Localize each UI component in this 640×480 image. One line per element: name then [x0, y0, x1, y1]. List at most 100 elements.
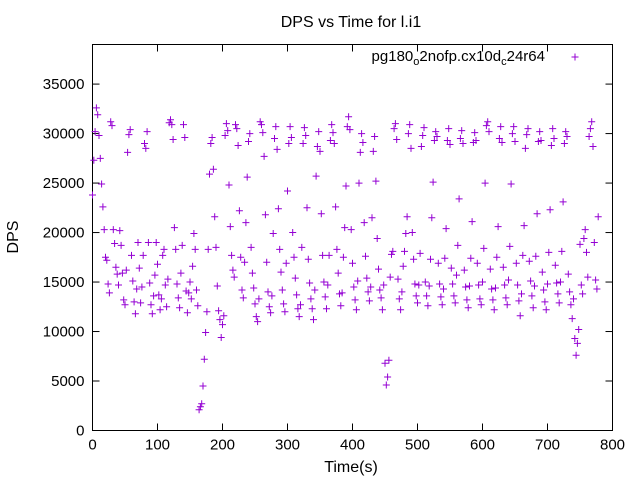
data-point [375, 265, 382, 273]
data-point [156, 306, 164, 314]
y-tick-label: 0 [76, 423, 84, 440]
data-point [436, 280, 444, 288]
data-point [386, 273, 394, 281]
data-point [278, 286, 286, 294]
data-point [169, 136, 177, 144]
data-point [312, 172, 320, 180]
data-point [395, 295, 403, 303]
data-point [346, 126, 354, 134]
y-axis-title: DPS [5, 221, 22, 254]
data-point [527, 277, 535, 285]
data-point [176, 304, 184, 312]
data-point [258, 121, 265, 129]
data-point [475, 281, 483, 289]
data-point [168, 121, 176, 129]
data-point [163, 303, 171, 311]
data-point [193, 286, 200, 294]
data-point [549, 125, 557, 133]
y-tick-label: 35000 [43, 76, 85, 93]
y-tick-label: 15000 [43, 274, 85, 291]
data-point [576, 240, 584, 248]
data-point [108, 122, 116, 130]
data-point [398, 288, 406, 296]
data-point [541, 298, 549, 306]
data-point [575, 326, 583, 334]
data-point [425, 282, 433, 290]
data-point [116, 227, 124, 235]
data-point [285, 139, 293, 147]
data-point [408, 229, 416, 237]
data-point [154, 260, 161, 268]
data-point [521, 144, 529, 152]
data-point [202, 329, 210, 337]
data-point [480, 244, 488, 252]
data-point [100, 226, 108, 234]
data-point [104, 280, 112, 288]
data-point [148, 310, 156, 318]
legend-label-sub2: c [501, 56, 507, 68]
data-point [502, 294, 510, 302]
data-point [481, 179, 489, 187]
data-point [376, 286, 384, 294]
data-point [139, 251, 147, 259]
data-point [160, 245, 168, 253]
data-point [372, 177, 380, 185]
data-point [356, 148, 364, 156]
data-point [300, 124, 308, 132]
data-point [252, 313, 260, 321]
data-point [207, 139, 215, 147]
data-point [228, 251, 236, 259]
legend-label-mid: 2nofp.cx10d [419, 48, 501, 65]
data-point [514, 281, 522, 289]
data-point [222, 120, 230, 128]
data-point [482, 122, 490, 130]
data-point [568, 315, 576, 323]
data-point [103, 256, 111, 264]
data-point [580, 234, 588, 242]
data-point [208, 134, 216, 142]
data-point [572, 351, 580, 359]
data-point [528, 292, 536, 300]
data-point [122, 266, 130, 274]
data-point [416, 249, 424, 257]
data-point [412, 292, 420, 300]
data-point [141, 139, 148, 147]
data-point [525, 257, 533, 265]
data-point [263, 258, 271, 266]
data-point [317, 210, 325, 218]
data-point [347, 226, 355, 234]
data-point [215, 307, 223, 315]
data-point [449, 280, 457, 288]
data-point [321, 293, 329, 301]
data-point [213, 282, 221, 290]
data-point [445, 125, 453, 133]
data-point [308, 305, 316, 313]
data-point [181, 134, 189, 142]
data-point [566, 288, 574, 296]
data-point [404, 130, 412, 138]
data-point [91, 128, 99, 136]
legend-label: pg180o2nofp.cx10dc24r64 [372, 48, 545, 68]
data-point [455, 195, 463, 203]
data-point [211, 213, 219, 221]
data-point [189, 262, 197, 270]
data-point [203, 308, 211, 316]
data-point [460, 266, 468, 274]
y-axis-ticks: 0 5000 10000 15000 20000 25000 30000 35000 [43, 76, 613, 440]
data-point [230, 273, 238, 281]
data-point [94, 111, 102, 119]
data-point [380, 281, 388, 289]
x-tick-label: 300 [275, 437, 300, 454]
data-point [384, 373, 392, 381]
data-point [584, 273, 592, 281]
data-point [332, 203, 340, 211]
data-point [328, 121, 336, 129]
data-point [473, 259, 481, 267]
data-point [544, 280, 551, 288]
data-point [241, 258, 249, 266]
data-point [564, 270, 572, 278]
data-point [330, 139, 338, 147]
data-point [212, 243, 220, 251]
data-point [540, 286, 548, 294]
data-point [297, 301, 304, 309]
